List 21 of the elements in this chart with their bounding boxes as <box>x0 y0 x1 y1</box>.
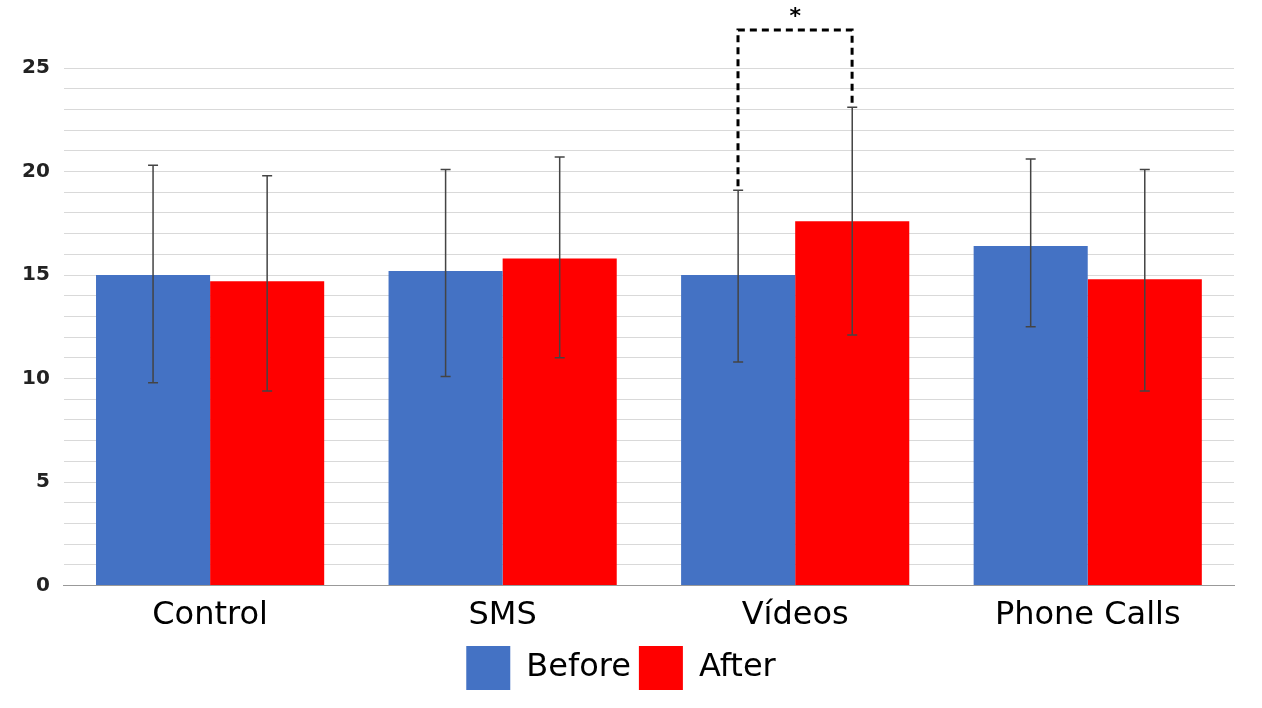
bar <box>795 221 910 586</box>
x-tick-label: SMS <box>468 594 537 633</box>
x-tick-label: Phone Calls <box>994 594 1181 633</box>
bar <box>1087 279 1202 586</box>
bar <box>210 281 325 586</box>
bar <box>96 275 211 586</box>
x-tick-label: Control <box>152 594 268 633</box>
y-tick-label: 0 <box>35 571 50 596</box>
text: * <box>775 3 816 28</box>
legend-label: After <box>698 646 777 685</box>
y-tick-label: 15 <box>21 261 50 286</box>
y-tick-label: 10 <box>21 364 50 389</box>
y-tick-label: 5 <box>35 468 50 493</box>
legend-label: Before <box>526 646 631 685</box>
bar <box>681 275 796 586</box>
bar <box>502 258 617 586</box>
y-tick-label: 25 <box>21 54 50 79</box>
bar <box>973 246 1088 586</box>
x-tick-label: Vídeos <box>741 594 849 633</box>
y-tick-label: 20 <box>21 157 50 182</box>
bar <box>388 270 503 586</box>
